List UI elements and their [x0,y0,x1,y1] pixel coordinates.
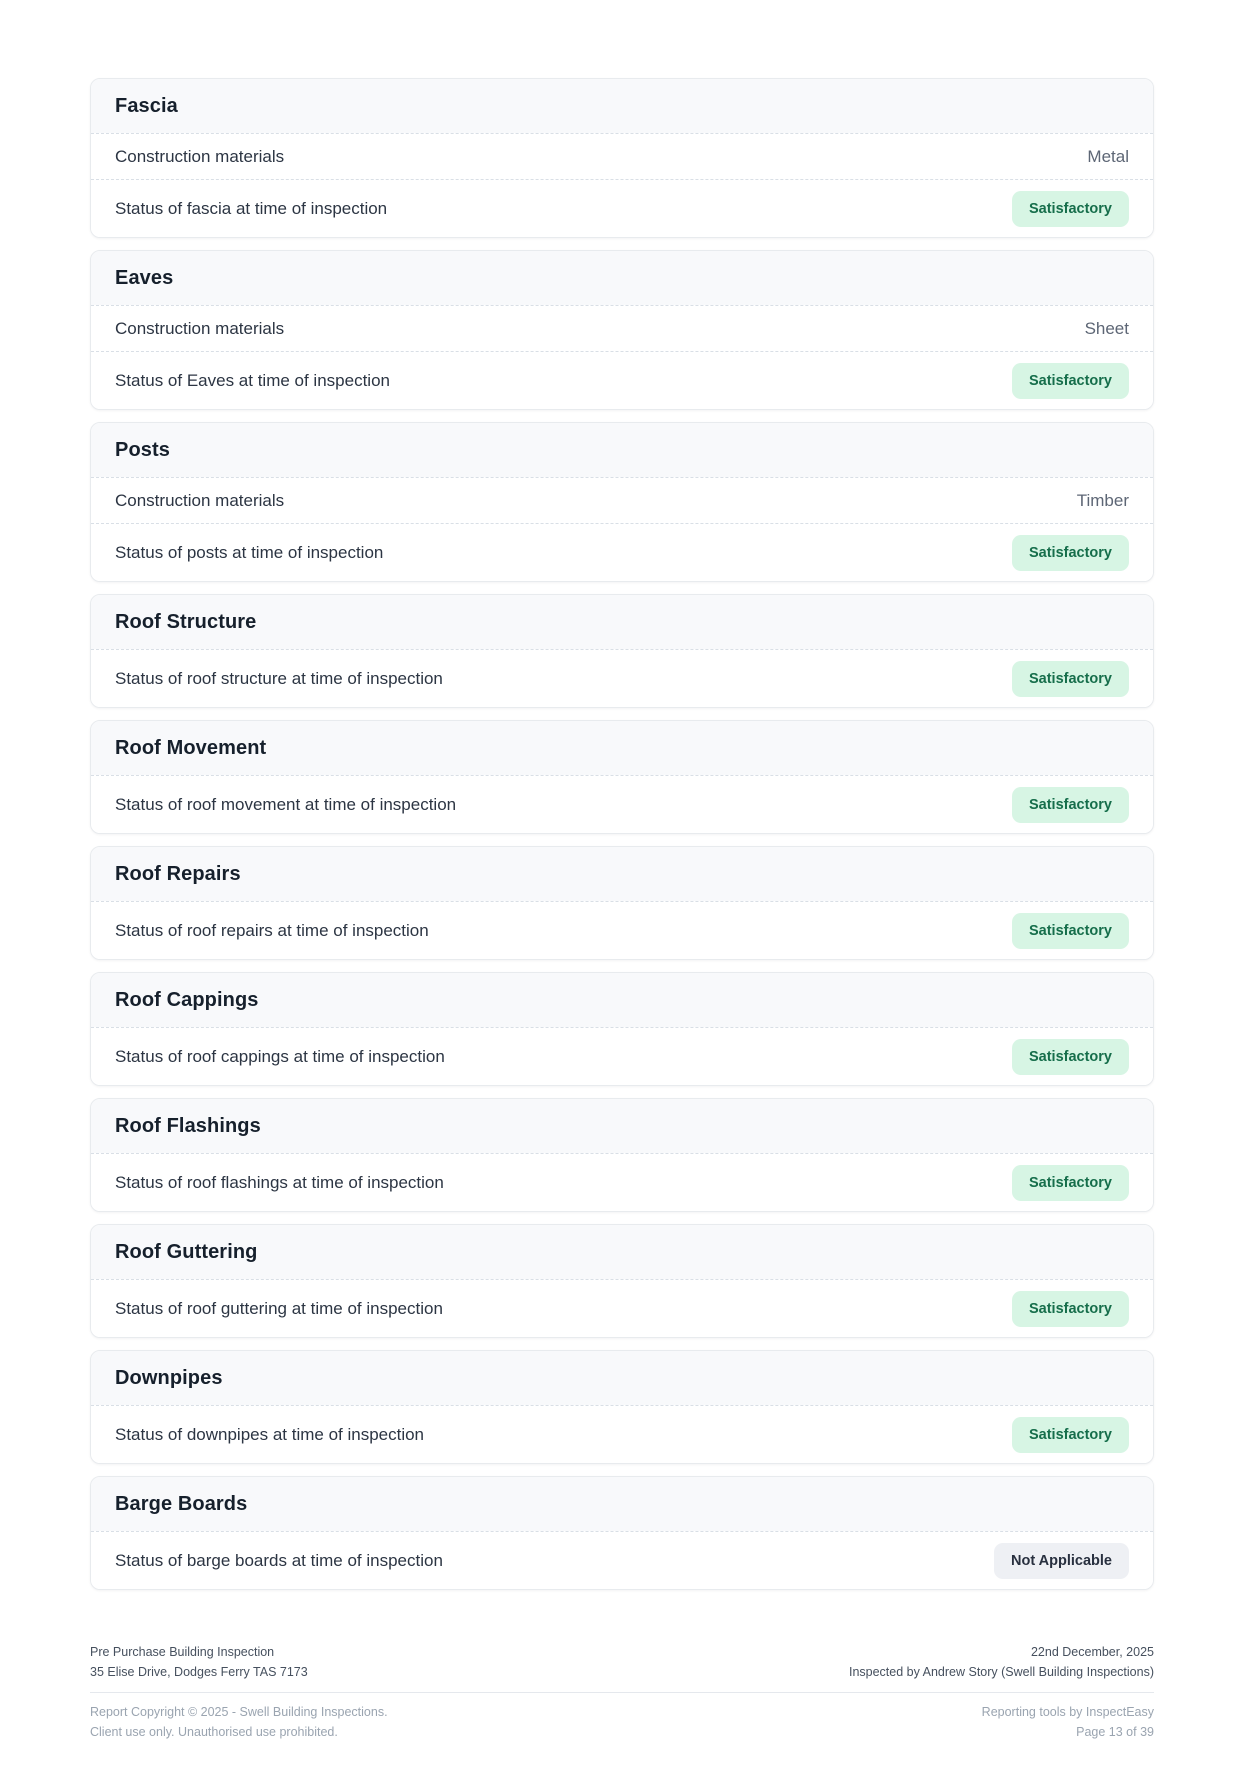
status-badge: Satisfactory [1011,534,1129,571]
status-badge: Satisfactory [1011,362,1129,399]
section-title: Roof Structure [115,611,257,633]
section-card: Roof Guttering Status of roof guttering a… [90,1224,1154,1338]
section-card: Fascia Construction materials Metal Status … [90,78,1154,238]
row-value: Sheet [1084,318,1129,338]
section-title: Posts [115,439,170,461]
copyright-notice: Report Copyright © 2025 - Swell Building… [90,1704,388,1719]
status-badge: Not Applicable [994,1542,1129,1579]
section-row: Construction materials Timber [91,477,1153,523]
status-badge: Satisfactory [1011,1164,1129,1201]
row-label: Construction materials [115,490,285,510]
row-value: Timber [1076,490,1129,510]
section-card: Roof Repairs Status of roof repairs at ti… [90,846,1154,960]
row-label: Status of roof cappings at time of inspe… [115,1046,445,1066]
section-title: Eaves [115,267,174,289]
page-number: Page 13 of 39 [1076,1724,1154,1739]
status-badge: Satisfactory [1011,660,1129,697]
section-card: Roof Structure Status of roof structure a… [90,594,1154,708]
row-label: Status of fascia at time of inspection [115,198,388,218]
section-header: Fascia [91,79,1153,133]
section-header: Downpipes [91,1351,1153,1405]
section-row: Status of roof repairs at time of inspec… [91,901,1153,959]
section-header: Barge Boards [91,1477,1153,1531]
row-label: Status of posts at time of inspection [115,542,384,562]
section-row: Construction materials Metal [91,133,1153,179]
section-header: Roof Cappings [91,973,1153,1027]
section-row: Status of downpipes at time of inspectio… [91,1405,1153,1463]
section-header: Roof Movement [91,721,1153,775]
section-card: Barge Boards Status of barge boards at ti… [90,1476,1154,1590]
section-card: Roof Flashings Status of roof flashings a… [90,1098,1154,1212]
section-title: Roof Flashings [115,1115,261,1137]
section-row: Status of posts at time of inspection Sat… [91,523,1153,581]
property-address: 35 Elise Drive, Dodges Ferry TAS 7173 [90,1665,308,1680]
footer-report-right: 22nd December, 2025 Inspected by Andrew … [849,1642,1154,1683]
section-header: Posts [91,423,1153,477]
status-badge: Satisfactory [1011,1038,1129,1075]
row-label: Construction materials [115,318,285,338]
footer-report-info: Pre Purchase Building Inspection 35 Elis… [90,1642,1154,1693]
section-header: Roof Repairs [91,847,1153,901]
section-header: Roof Structure [91,595,1153,649]
footer-report-left: Pre Purchase Building Inspection 35 Elis… [90,1642,308,1683]
section-row: Status of roof cappings at time of inspe… [91,1027,1153,1085]
section-card: Roof Cappings Status of roof cappings at … [90,972,1154,1086]
section-header: Eaves [91,251,1153,305]
row-label: Status of roof structure at time of insp… [115,668,443,688]
section-row: Status of Eaves at time of inspection Sat… [91,351,1153,409]
page-footer: Pre Purchase Building Inspection 35 Elis… [90,1602,1154,1742]
section-title: Downpipes [115,1367,223,1389]
client-notice: Client use only. Unauthorised use prohib… [90,1724,338,1739]
status-badge: Satisfactory [1011,786,1129,823]
status-badge: Satisfactory [1011,1416,1129,1453]
row-label: Status of Eaves at time of inspection [115,370,390,390]
section-header: Roof Flashings [91,1099,1153,1153]
status-badge: Satisfactory [1011,1290,1129,1327]
section-row: Construction materials Sheet [91,305,1153,351]
row-label: Status of roof guttering at time of insp… [115,1298,443,1318]
section-title: Roof Cappings [115,989,259,1011]
footer-legal-left: Report Copyright © 2025 - Swell Building… [90,1702,388,1743]
row-label: Status of downpipes at time of inspectio… [115,1424,425,1444]
inspected-by: Inspected by Andrew Story (Swell Buildin… [848,1665,1154,1680]
tools-credit: Reporting tools by InspectEasy [981,1704,1154,1719]
row-label: Status of barge boards at time of inspec… [115,1550,443,1570]
row-label: Status of roof flashings at time of insp… [115,1172,444,1192]
section-title: Fascia [115,95,178,117]
section-row: Status of roof movement at time of inspe… [91,775,1153,833]
report-title: Pre Purchase Building Inspection [90,1645,275,1659]
section-card: Eaves Construction materials Sheet Status o… [90,250,1154,410]
section-card: Downpipes Status of downpipes at time of … [90,1350,1154,1464]
row-label: Status of roof repairs at time of inspec… [115,920,429,940]
section-card: Posts Construction materials Timber Status … [90,422,1154,582]
inspection-date: 22nd December, 2025 [1030,1645,1154,1659]
row-label: Status of roof movement at time of inspe… [115,794,457,814]
section-row: Status of fascia at time of inspection Sa… [91,179,1153,237]
section-title: Roof Repairs [115,863,241,885]
report-sections: Fascia Construction materials Metal Status … [90,78,1154,1602]
status-badge: Satisfactory [1011,190,1129,227]
status-badge: Satisfactory [1011,912,1129,949]
section-header: Roof Guttering [91,1225,1153,1279]
section-row: Status of roof structure at time of insp… [91,649,1153,707]
footer-legal-right: Reporting tools by InspectEasy Page 13 o… [982,1702,1154,1743]
section-title: Roof Movement [115,737,267,759]
section-row: Status of barge boards at time of inspec… [91,1531,1153,1589]
row-value: Metal [1087,146,1129,166]
footer-legal-info: Report Copyright © 2025 - Swell Building… [90,1693,1154,1743]
section-row: Status of roof flashings at time of insp… [91,1153,1153,1211]
section-row: Status of roof guttering at time of insp… [91,1279,1153,1337]
section-title: Barge Boards [115,1493,248,1515]
row-label: Construction materials [115,146,285,166]
section-title: Roof Guttering [115,1241,258,1263]
section-card: Roof Movement Status of roof movement at … [90,720,1154,834]
